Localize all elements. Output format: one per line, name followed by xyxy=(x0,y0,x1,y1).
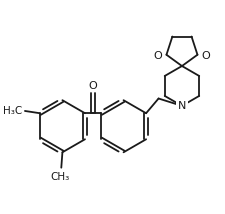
Text: O: O xyxy=(89,81,97,91)
Text: CH₃: CH₃ xyxy=(51,172,70,181)
Text: O: O xyxy=(154,51,162,61)
Text: O: O xyxy=(202,51,210,61)
Text: H₃C: H₃C xyxy=(3,106,22,116)
Text: N: N xyxy=(178,101,186,111)
